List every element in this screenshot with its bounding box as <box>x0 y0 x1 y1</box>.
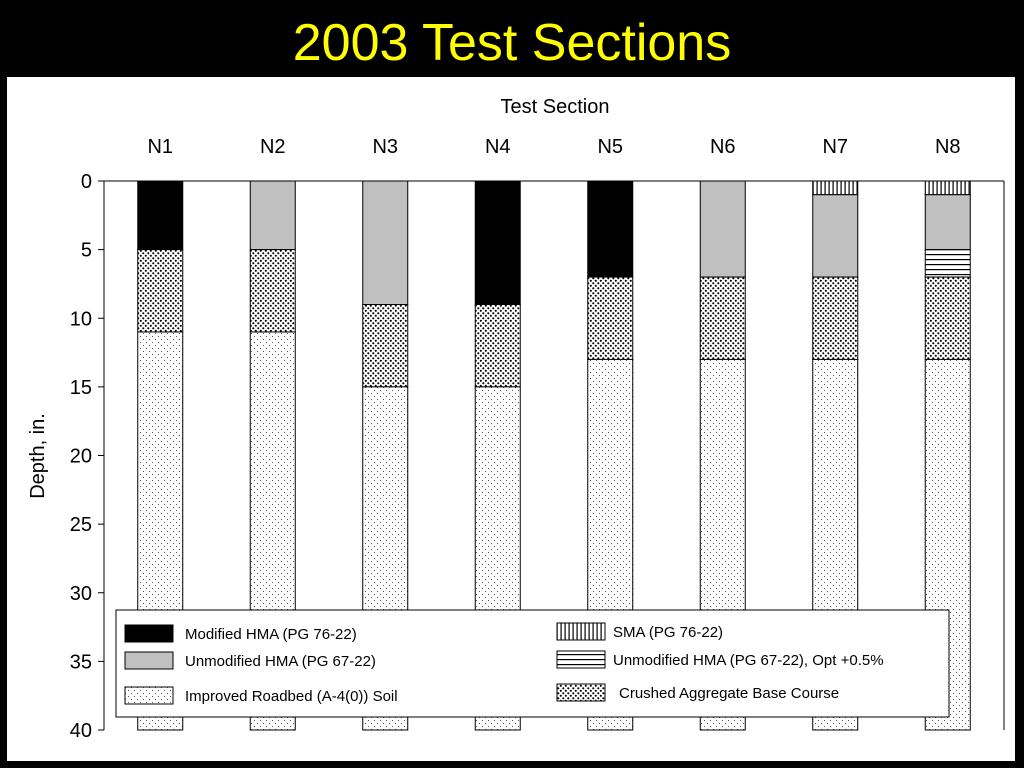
legend-swatch <box>556 683 606 702</box>
category-label: N6 <box>710 136 736 158</box>
depth-chart: Test Section Depth, in. 0 5 10 15 20 25 30 35 40… <box>27 96 1005 742</box>
legend-item-unmod-opt: Unmodified HMA (PG 67-22), Opt +0.5% <box>556 650 884 669</box>
layer-unmodified <box>812 194 859 278</box>
legend: Modified HMA (PG 76-22) Unmodified HMA (P… <box>115 609 950 718</box>
layer-sma <box>812 180 859 196</box>
legend-label: SMA (PG 76-22) <box>613 624 723 641</box>
layer-base <box>924 276 971 360</box>
layer-modified <box>587 180 634 278</box>
layer-base <box>587 276 634 360</box>
category-label: N2 <box>260 136 286 158</box>
layer-base <box>699 276 746 360</box>
legend-swatch <box>556 622 606 641</box>
legend-label: Unmodified HMA (PG 67-22) <box>185 653 376 670</box>
y-tick-label: 10 <box>70 308 92 330</box>
layer-base <box>249 249 296 333</box>
y-tick-label: 25 <box>70 514 92 536</box>
layer-unmodified <box>924 194 971 251</box>
slide-title: 2003 Test Sections <box>292 14 732 72</box>
y-tick-label: 30 <box>70 583 92 605</box>
legend-item-soil: Improved Roadbed (A-4(0)) Soil <box>124 686 398 705</box>
category-label: N7 <box>822 136 848 158</box>
category-label: N8 <box>935 136 961 158</box>
legend-swatch <box>124 651 174 670</box>
layer-sma <box>924 180 971 196</box>
legend-item-base: Crushed Aggregate Base Course <box>556 683 839 702</box>
layer-modified <box>137 180 184 251</box>
category-label: N5 <box>597 136 623 158</box>
legend-label: Improved Roadbed (A-4(0)) Soil <box>185 688 398 705</box>
legend-item-modified: Modified HMA (PG 76-22) <box>124 624 357 643</box>
layer-base <box>474 304 521 388</box>
legend-swatch <box>556 650 606 669</box>
section-bar-n8 <box>924 180 971 731</box>
legend-item-unmodified: Unmodified HMA (PG 67-22) <box>124 651 376 670</box>
y-tick-label: 0 <box>81 171 92 193</box>
legend-swatch <box>124 624 174 643</box>
y-tick-label: 35 <box>70 651 92 673</box>
legend-label: Modified HMA (PG 76-22) <box>185 626 357 643</box>
layer-unmodified <box>362 180 409 306</box>
layer-base <box>812 276 859 360</box>
layer-base <box>362 304 409 388</box>
y-tick-label: 15 <box>70 377 92 399</box>
legend-frame <box>115 609 950 718</box>
chart-panel: Test Section Depth, in. 0 5 10 15 20 25 30 35 40… <box>7 77 1015 761</box>
y-tick-label: 20 <box>70 446 92 468</box>
layer-base <box>137 249 184 333</box>
legend-swatch <box>124 686 174 705</box>
chart-title: Test Section <box>501 96 610 118</box>
y-axis-label: Depth, in. <box>27 413 49 499</box>
legend-label: Unmodified HMA (PG 67-22), Opt +0.5% <box>613 652 884 669</box>
layer-unmodified <box>249 180 296 251</box>
category-label: N4 <box>485 136 511 158</box>
layer-unmodified <box>699 180 746 278</box>
layer-modified <box>474 180 521 306</box>
y-tick-label: 5 <box>81 240 92 262</box>
category-label: N1 <box>147 136 173 158</box>
layer-unmod-opt <box>924 249 971 278</box>
legend-item-sma: SMA (PG 76-22) <box>556 622 723 641</box>
y-tick-label: 40 <box>70 720 92 742</box>
legend-label: Crushed Aggregate Base Course <box>619 685 839 702</box>
category-label: N3 <box>372 136 398 158</box>
